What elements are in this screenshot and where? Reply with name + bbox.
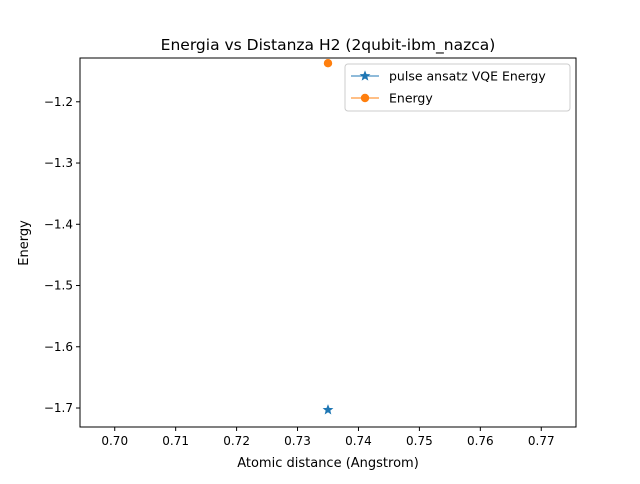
x-tick-label: 0.75 (406, 434, 433, 448)
legend: pulse ansatz VQE Energy Energy (344, 63, 571, 112)
x-axis-label: Atomic distance (Angstrom) (237, 456, 419, 471)
y-tick-label: −1.6 (44, 340, 73, 354)
legend-marker (360, 93, 370, 103)
legend-marker (359, 70, 371, 81)
legend-box (344, 63, 571, 112)
plot-area (322, 59, 334, 415)
x-tick-label: 0.71 (162, 434, 189, 448)
x-tick-label: 0.77 (528, 434, 555, 448)
y-axis: −1.2 −1.3 −1.4 −1.5 −1.6 −1.7 (44, 95, 80, 415)
y-tick-label: −1.5 (44, 279, 73, 293)
data-point-series-1 (322, 404, 334, 415)
data-point-series-2 (323, 59, 333, 68)
y-axis-label: Energy (17, 220, 32, 266)
y-tick-label: −1.3 (44, 156, 73, 170)
y-tick-label: −1.7 (44, 401, 73, 415)
x-tick-label: 0.76 (467, 434, 494, 448)
chart-title: Energia vs Distanza H2 (2qubit-ibm_nazca… (161, 36, 496, 55)
x-tick-label: 0.70 (101, 434, 128, 448)
x-tick-label: 0.74 (345, 434, 372, 448)
x-tick-label: 0.73 (284, 434, 311, 448)
x-tick-label: 0.72 (223, 434, 250, 448)
plot-frame (79, 57, 577, 428)
legend-label: Energy (389, 91, 433, 106)
y-tick-label: −1.4 (44, 217, 73, 231)
legend-label: pulse ansatz VQE Energy (389, 69, 546, 84)
x-axis: 0.70 0.71 0.72 0.73 0.74 0.75 0.76 0.77 (101, 427, 555, 448)
y-tick-label: −1.2 (44, 95, 73, 109)
